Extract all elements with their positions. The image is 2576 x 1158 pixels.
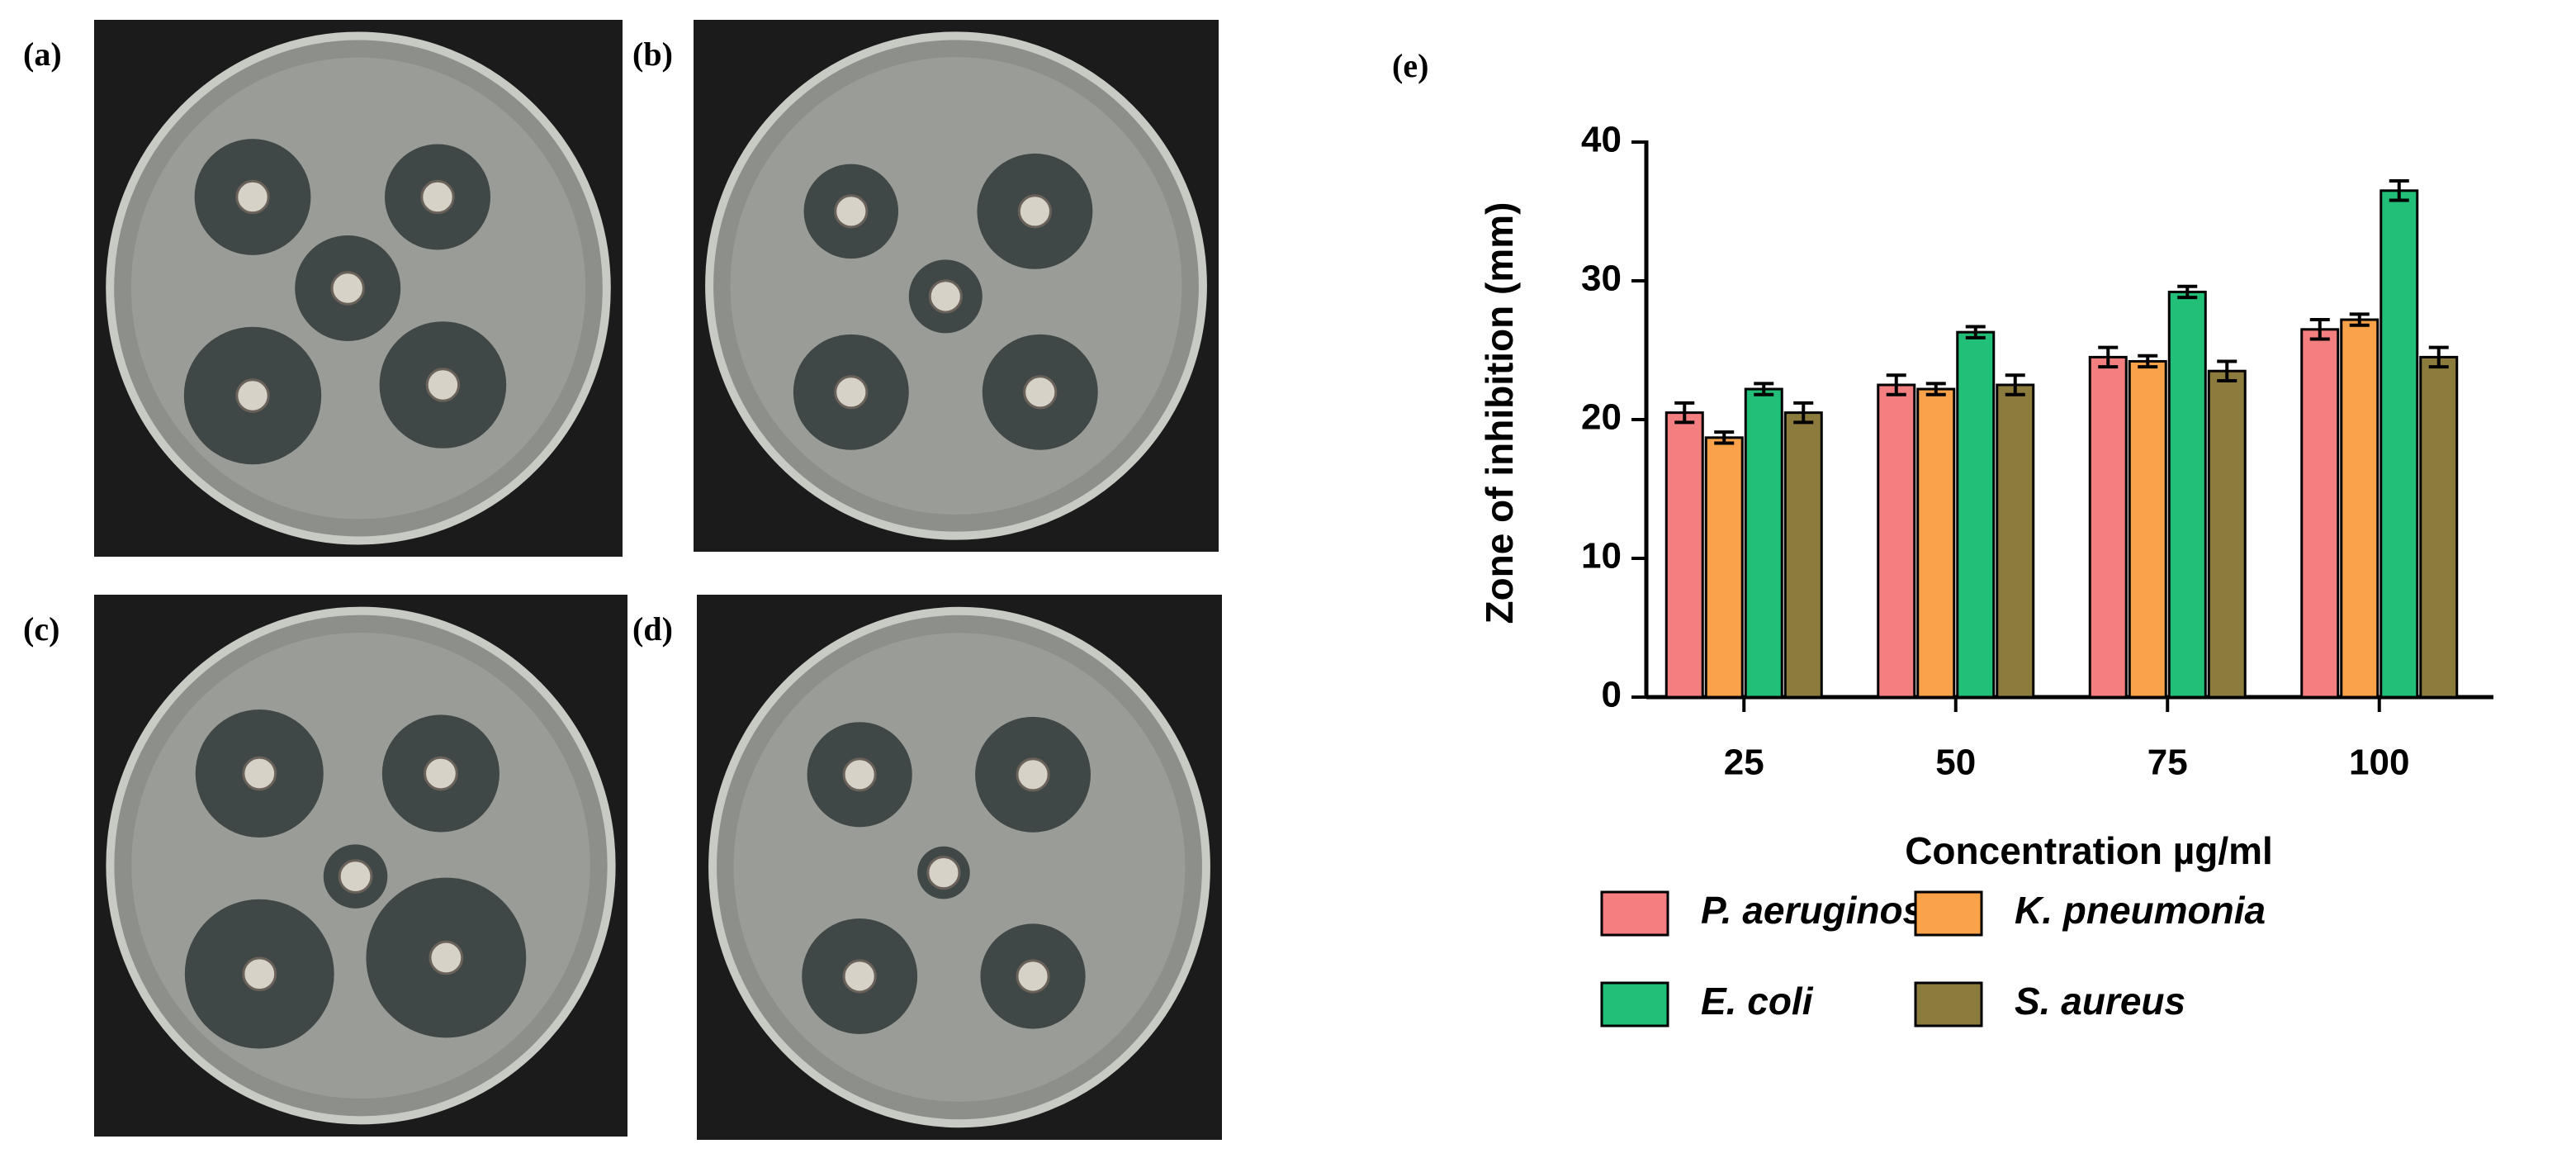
- disc: [429, 940, 464, 975]
- x-tick-label: 75: [2147, 743, 2188, 783]
- y-tick-label: 0: [1602, 675, 1622, 715]
- panel-label: (a): [23, 36, 62, 73]
- panel-label: (e): [1392, 47, 1428, 84]
- x-tick-label: 50: [1935, 743, 1976, 783]
- disc: [842, 959, 877, 994]
- y-tick-label: 40: [1581, 120, 1622, 160]
- disc: [424, 756, 458, 791]
- y-tick-label: 20: [1581, 397, 1622, 438]
- legend-swatch: [1600, 890, 1669, 937]
- plate-photos: [94, 20, 1222, 1140]
- disc: [242, 756, 277, 791]
- bar: [1664, 411, 1704, 699]
- legend-label: S. aureus: [2015, 980, 2185, 1023]
- panel-label: (d): [632, 610, 673, 648]
- legend-swatch: [1914, 890, 1983, 937]
- legend-label: K. pneumonia: [2015, 889, 2266, 932]
- disc: [926, 856, 961, 890]
- x-axis-title: Concentration µg/ml: [1905, 829, 2273, 872]
- disc: [1017, 194, 1052, 229]
- bar: [1916, 387, 1956, 699]
- disc: [242, 956, 277, 992]
- disc: [420, 179, 455, 215]
- bar: [2128, 359, 2167, 699]
- disc: [834, 375, 869, 410]
- legend-swatch: [1600, 981, 1669, 1027]
- bar: [2340, 318, 2379, 699]
- y-axis-title: Zone of inhibition (mm): [1478, 202, 1521, 624]
- legend-label: P. aeruginosa: [1701, 889, 1945, 932]
- bar: [2207, 369, 2247, 699]
- panel-label: (c): [23, 610, 59, 648]
- y-tick-label: 30: [1581, 259, 1622, 299]
- disc: [928, 279, 963, 314]
- bar: [1783, 411, 1823, 699]
- bar: [1704, 436, 1744, 699]
- disc: [1016, 959, 1050, 994]
- bar: [2300, 328, 2340, 699]
- disc: [338, 859, 373, 894]
- disc: [330, 271, 365, 306]
- disc: [1023, 375, 1058, 410]
- bar: [2419, 355, 2459, 699]
- bar: [1956, 330, 1996, 699]
- disc: [834, 194, 869, 229]
- disc: [235, 179, 270, 215]
- disc: [842, 757, 877, 792]
- bar: [1877, 383, 1916, 699]
- legend-label: E. coli: [1701, 980, 1814, 1023]
- bar: [2167, 290, 2207, 699]
- y-tick-label: 10: [1581, 536, 1622, 577]
- bar: [1996, 383, 2035, 699]
- x-tick-label: 25: [1724, 743, 1764, 783]
- disc: [425, 368, 461, 402]
- legend-swatch: [1914, 981, 1983, 1027]
- disc: [1016, 757, 1050, 792]
- panel-label: (b): [632, 36, 673, 73]
- bar: [2379, 189, 2419, 699]
- disc: [235, 378, 270, 413]
- bar: [1744, 387, 1783, 699]
- x-tick-label: 100: [2349, 743, 2409, 783]
- bar: [2088, 355, 2128, 699]
